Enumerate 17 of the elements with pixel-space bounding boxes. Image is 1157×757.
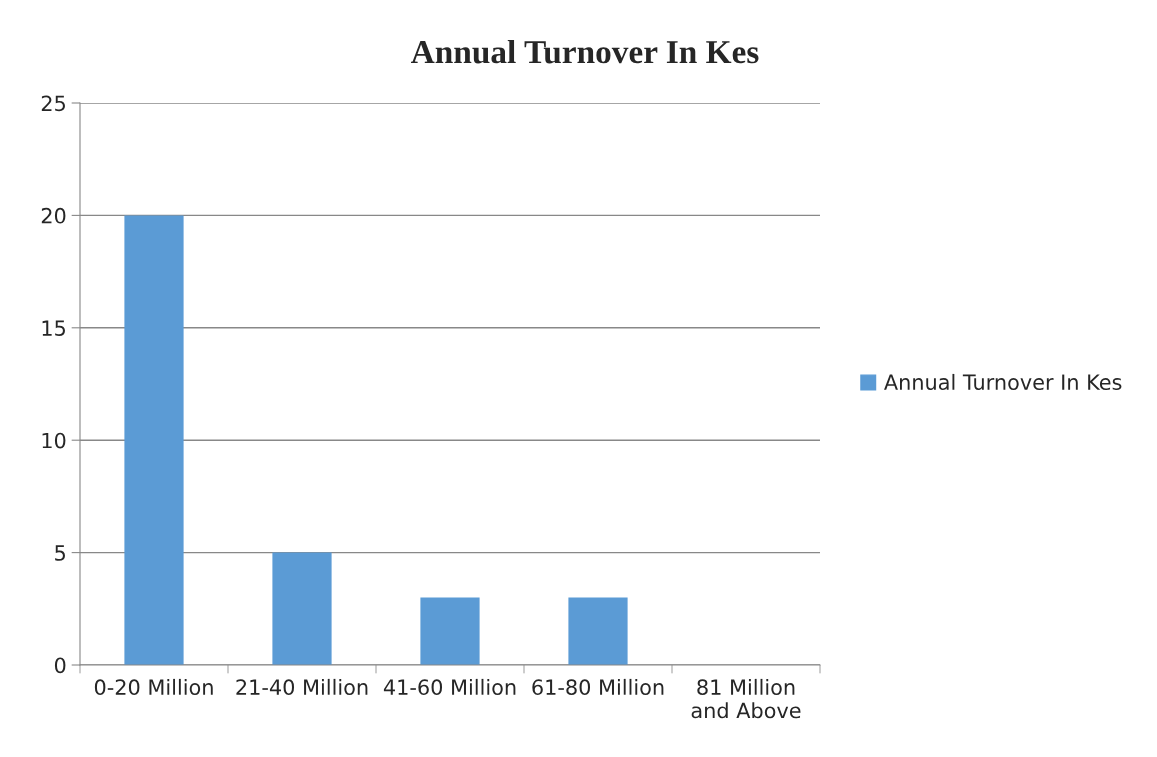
bar <box>568 597 628 665</box>
y-tick-label: 25 <box>41 95 65 112</box>
x-tick-label: 61-80 Million <box>532 678 664 696</box>
x-tick-label: 41-60 Million <box>383 678 516 696</box>
bar <box>272 552 332 665</box>
x-tick-label: 21-40 Million <box>236 678 368 696</box>
chart-title: Annual Turnover In Kes <box>411 39 759 64</box>
x-tick-label: 81 Million and Above <box>691 678 801 719</box>
y-tick-label: 20 <box>41 207 66 224</box>
x-tick-label: 0-20 Million <box>94 678 213 696</box>
y-tick-label: 10 <box>42 432 66 449</box>
y-tick-label: 0 <box>54 657 66 674</box>
bar <box>124 215 184 665</box>
y-tick-label: 5 <box>55 545 65 561</box>
legend-label: Annual Turnover In Kes <box>884 373 1122 391</box>
y-tick-label: 15 <box>42 320 65 337</box>
bar <box>420 597 480 665</box>
